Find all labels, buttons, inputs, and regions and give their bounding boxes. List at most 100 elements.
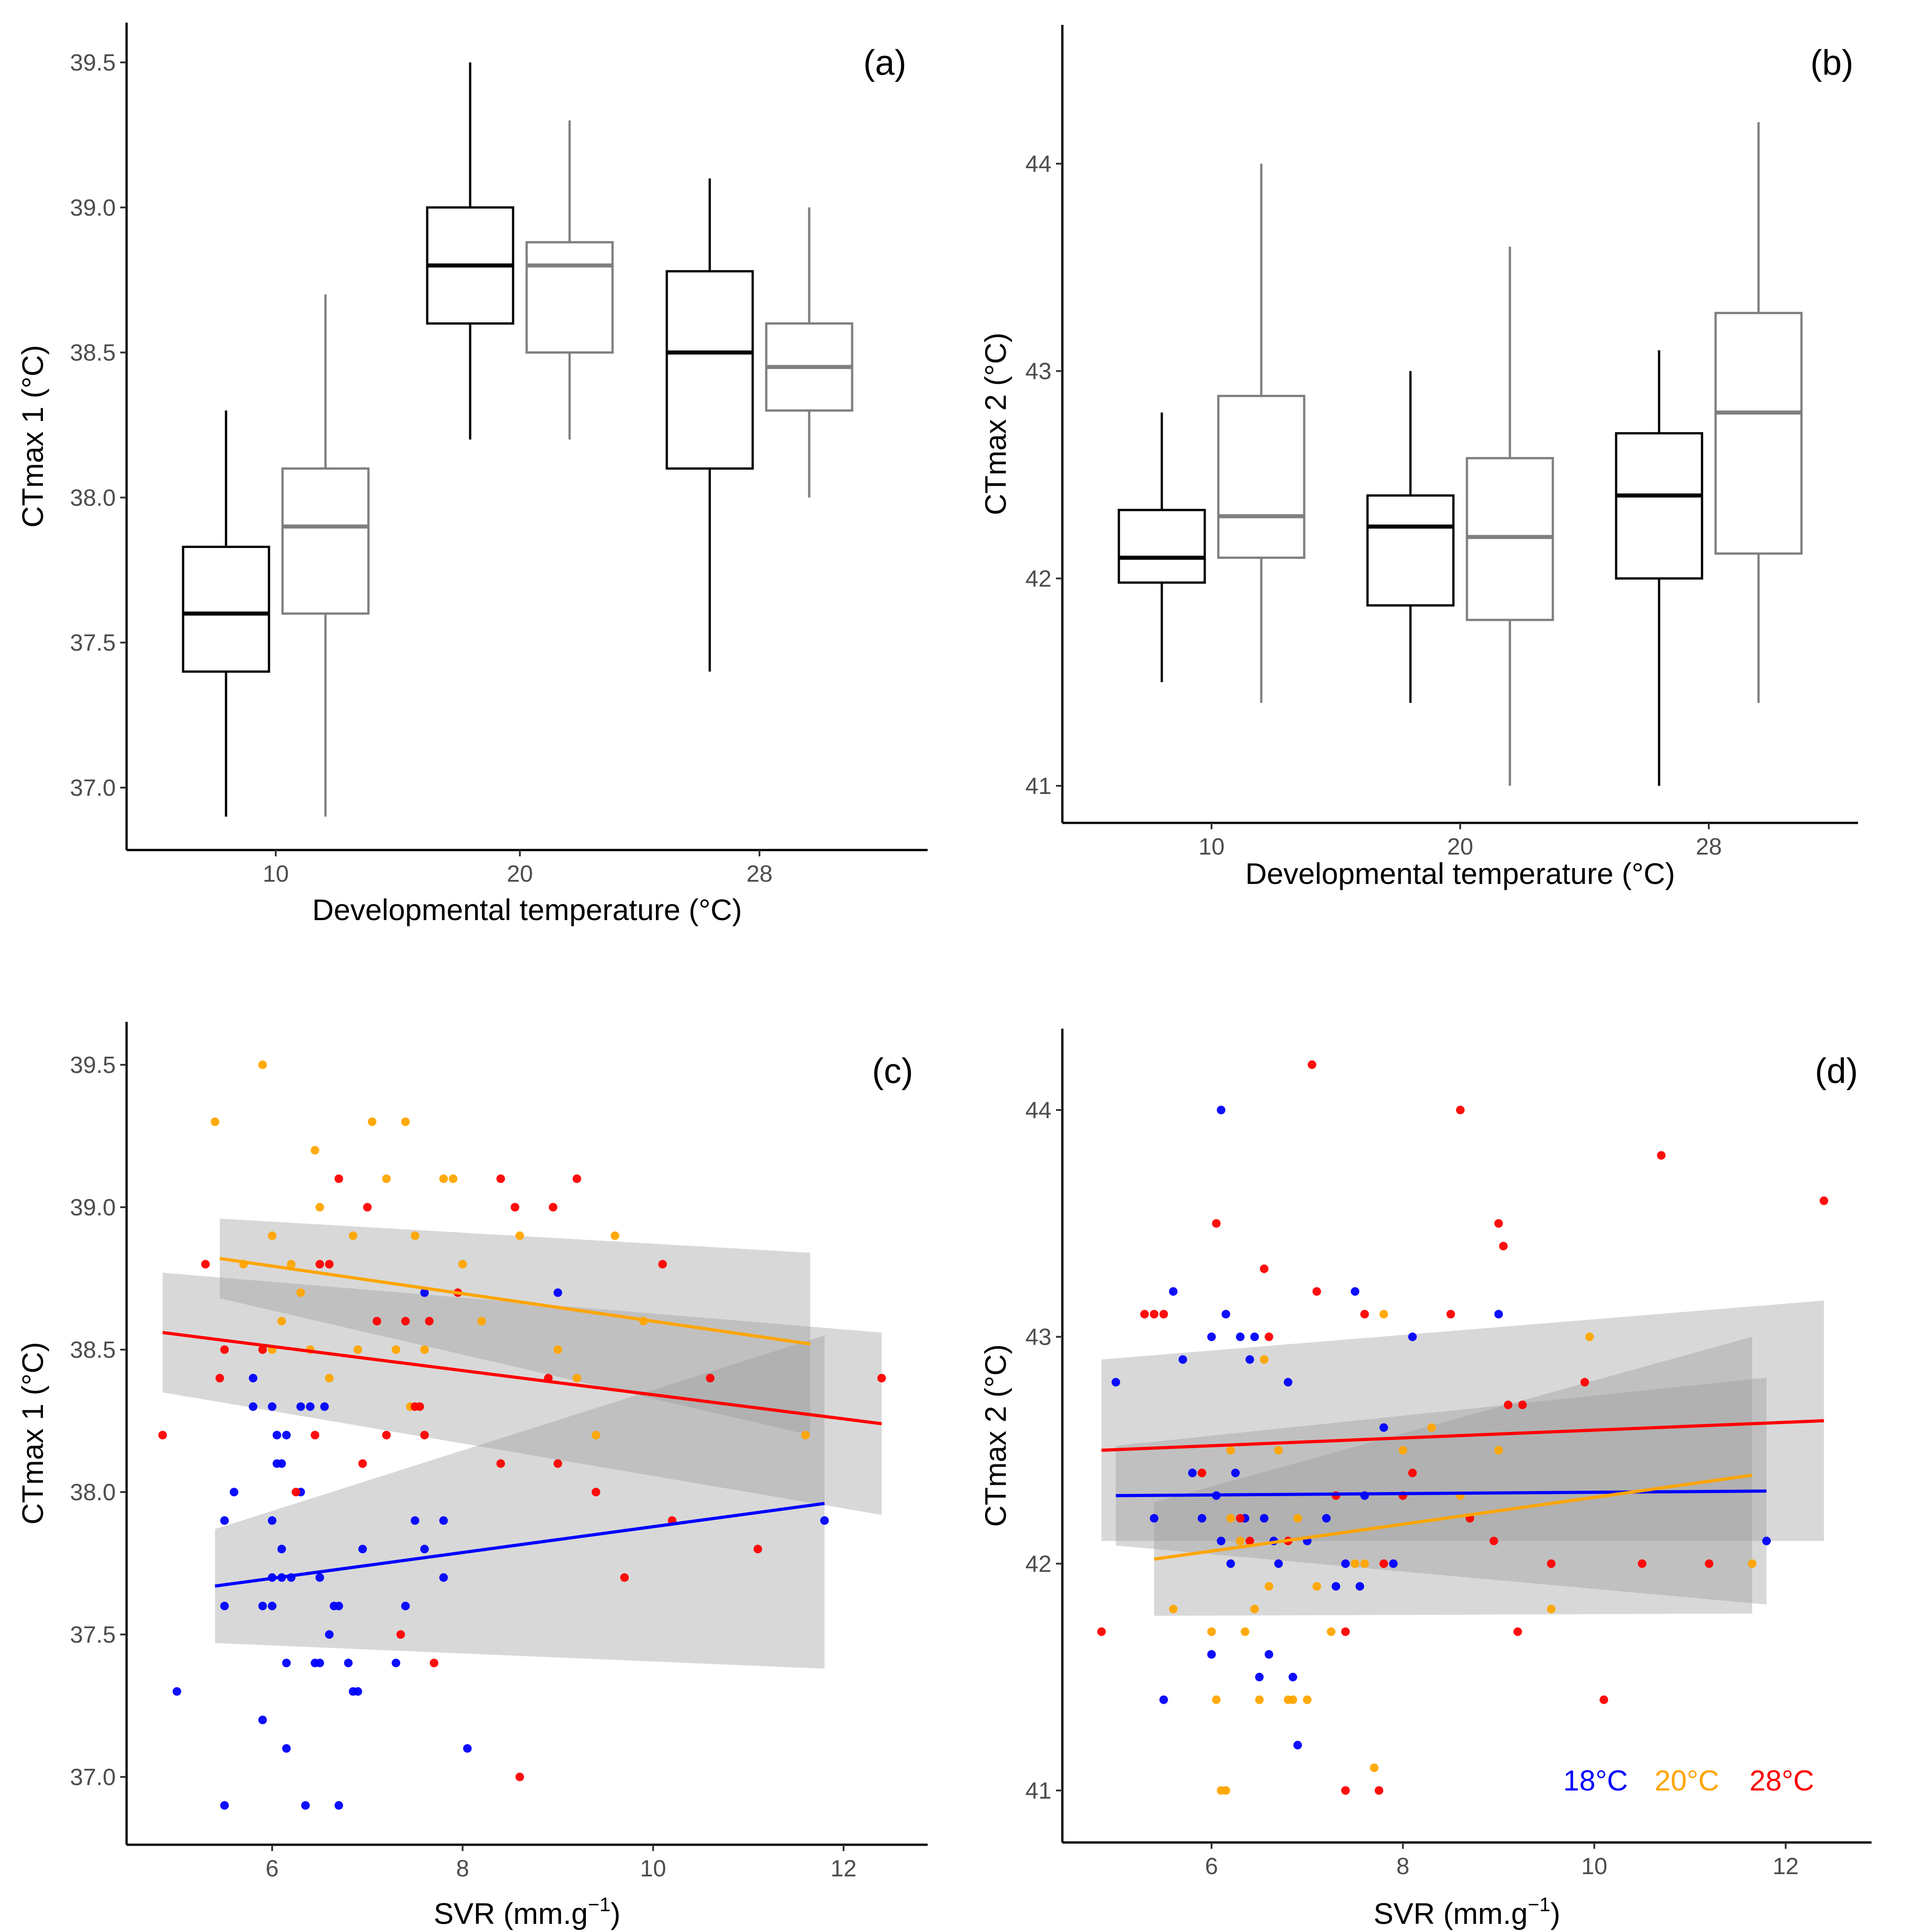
x-axis-title-main: SVR (mm.g	[1373, 1897, 1528, 1930]
fit-line-20°C	[219, 1257, 811, 1346]
data-point	[1283, 1378, 1292, 1387]
data-point	[382, 1174, 391, 1183]
box-black-10	[1118, 412, 1206, 682]
box-grey-20	[525, 120, 614, 440]
data-point	[410, 1231, 420, 1240]
data-point	[439, 1516, 448, 1525]
data-point	[363, 1203, 372, 1212]
data-point	[1504, 1400, 1513, 1409]
x-axis-title: SVR (mm.g−1)	[1373, 1894, 1560, 1930]
data-point	[1494, 1310, 1503, 1318]
data-point	[410, 1516, 420, 1525]
data-point	[334, 1174, 343, 1183]
box-body	[525, 241, 614, 354]
data-point	[1489, 1536, 1498, 1545]
data-point	[801, 1431, 810, 1440]
legend-item-2: 28°C	[1749, 1764, 1814, 1797]
data-point	[325, 1630, 334, 1639]
confidence-band-20°C	[1154, 1337, 1752, 1616]
data-point	[220, 1801, 229, 1810]
data-point	[1274, 1446, 1283, 1455]
data-point	[334, 1601, 343, 1611]
confidence-band-20°C	[220, 1219, 811, 1435]
y-tick-label: 43	[1025, 359, 1052, 385]
data-point	[1547, 1559, 1556, 1568]
data-point	[268, 1402, 277, 1411]
data-point	[301, 1801, 310, 1810]
legend-item-0: 18°C	[1563, 1764, 1628, 1797]
data-point	[515, 1231, 524, 1240]
data-point	[1513, 1627, 1522, 1636]
data-point	[1820, 1196, 1829, 1205]
data-point	[1312, 1287, 1321, 1296]
data-point	[1427, 1423, 1436, 1432]
data-point	[1748, 1559, 1757, 1568]
data-point	[354, 1345, 363, 1354]
box-black-28	[665, 178, 754, 672]
data-point	[1207, 1627, 1216, 1636]
data-point	[591, 1488, 600, 1497]
fit-line-28°C	[1101, 1419, 1824, 1452]
data-point	[391, 1658, 401, 1667]
data-point	[277, 1545, 286, 1554]
data-point	[820, 1516, 829, 1525]
box-grey-20	[1466, 246, 1554, 786]
data-point	[277, 1459, 286, 1468]
x-tick-label: 6	[1205, 1853, 1218, 1880]
panel-label: (d)	[1815, 1051, 1858, 1091]
data-point	[1379, 1310, 1388, 1318]
x-axis-title-exponent: −1	[588, 1894, 610, 1916]
box-body	[1466, 457, 1554, 621]
x-axis-title-main: SVR (mm.g	[434, 1897, 588, 1930]
y-tick-label: 38.5	[70, 340, 116, 366]
y-tick-label: 37.0	[70, 1764, 116, 1790]
data-point	[1360, 1559, 1369, 1568]
data-point	[1494, 1446, 1503, 1455]
data-point	[172, 1687, 181, 1696]
data-point	[1179, 1355, 1187, 1364]
box-body	[1714, 312, 1803, 555]
data-point	[1159, 1695, 1168, 1704]
data-point	[1255, 1672, 1264, 1682]
y-tick-label: 39.0	[70, 195, 116, 221]
data-point	[1585, 1332, 1594, 1342]
data-point	[1288, 1672, 1297, 1682]
data-point	[1638, 1559, 1646, 1568]
confidence-band-18°C	[215, 1335, 825, 1669]
series-28°C	[1097, 1060, 1829, 1795]
data-point	[1389, 1559, 1398, 1568]
data-point	[1264, 1650, 1273, 1659]
data-point	[1379, 1559, 1388, 1568]
data-point	[282, 1431, 291, 1440]
x-axis-title-end: )	[611, 1897, 621, 1930]
data-point	[1331, 1582, 1340, 1591]
box-grey-10	[281, 294, 370, 817]
data-point	[1217, 1536, 1226, 1545]
data-point	[877, 1374, 886, 1383]
panel-a: 37.0 37.5 38.0 38.5 39.0 39.5 CTmax 1 (°C) (a) 1…	[16, 23, 928, 926]
data-point	[1341, 1786, 1350, 1795]
data-point	[420, 1345, 429, 1354]
data-point	[401, 1317, 410, 1326]
box-body	[182, 545, 270, 673]
data-point	[448, 1174, 457, 1183]
data-point	[158, 1431, 167, 1440]
x-tick-label: 10	[640, 1856, 666, 1882]
data-point	[553, 1288, 562, 1297]
x-tick-label: 8	[1396, 1853, 1410, 1880]
data-point	[415, 1402, 424, 1411]
data-point	[496, 1174, 505, 1183]
y-tick-label: 38.0	[70, 1479, 116, 1506]
data-point	[1250, 1332, 1259, 1342]
data-point	[211, 1117, 220, 1126]
data-point	[1303, 1695, 1312, 1704]
data-point	[354, 1687, 363, 1696]
data-point	[1250, 1605, 1259, 1614]
y-tick-label: 39.0	[70, 1195, 116, 1221]
data-point	[1580, 1378, 1589, 1387]
y-axis-title: CTmax 2 (°C)	[979, 332, 1012, 515]
panel-b: 41 42 43 44 CTmax 2 (°C) (b) 10 20 28 Development…	[979, 25, 1858, 890]
box-body	[1366, 494, 1455, 607]
data-point	[1159, 1310, 1168, 1318]
